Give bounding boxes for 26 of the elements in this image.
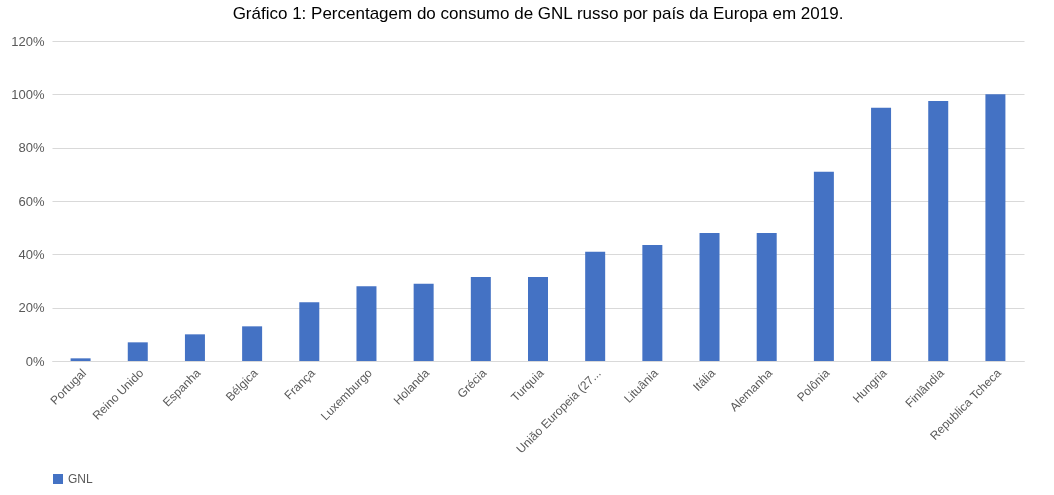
bar: [871, 107, 892, 361]
y-tick-label: 100%: [11, 86, 45, 102]
bar: [70, 358, 91, 361]
bar: [413, 283, 434, 361]
bar: [470, 277, 491, 361]
bar: [813, 171, 834, 361]
y-tick-label: 80%: [18, 140, 45, 156]
legend-label: GNL: [68, 472, 93, 486]
bar: [127, 342, 148, 361]
y-tick-label: 20%: [18, 300, 45, 316]
bar: [242, 326, 263, 361]
bar: [756, 233, 777, 361]
y-tick-label: 120%: [11, 33, 45, 49]
bar: [928, 101, 949, 361]
y-tick-label: 60%: [18, 193, 45, 209]
bar: [528, 277, 548, 361]
y-tick-label: 40%: [18, 246, 45, 262]
bar: [699, 233, 720, 361]
chart-title: Gráfico 1: Percentagem do consumo de GNL russo por país da Europa em 2019.: [232, 4, 844, 23]
bar: [585, 251, 606, 361]
bar: [985, 94, 1006, 361]
bar: [299, 302, 320, 361]
y-tick-label: 0%: [25, 353, 45, 369]
bar: [642, 245, 663, 361]
bar: [356, 286, 377, 361]
bar: [184, 334, 205, 361]
